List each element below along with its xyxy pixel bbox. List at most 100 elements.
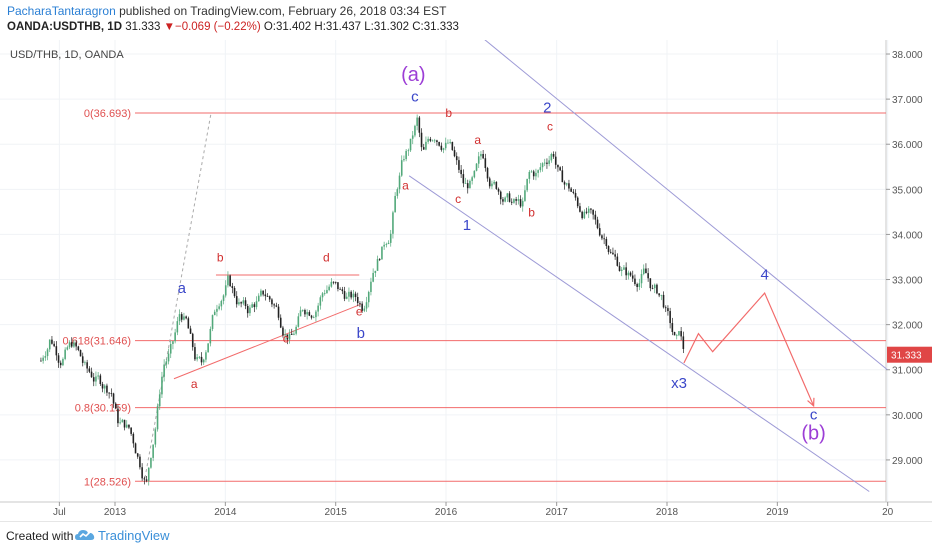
candle-body	[174, 332, 176, 342]
candle-body	[238, 302, 240, 305]
candle-body	[51, 339, 53, 344]
candle-body	[66, 347, 69, 350]
x-tick-label: 2015	[325, 507, 348, 518]
candle-body	[660, 294, 663, 296]
candle-body	[321, 293, 324, 298]
candle-body	[598, 228, 601, 236]
candle-body	[682, 336, 685, 349]
candle-body	[150, 457, 152, 468]
candle-body	[557, 164, 559, 168]
candle-body	[169, 343, 172, 354]
candle-body	[81, 356, 84, 363]
candle-body	[196, 357, 198, 360]
y-tick-label: 30.000	[892, 411, 923, 422]
candle-body	[119, 422, 121, 424]
projection-path[interactable]	[683, 291, 815, 407]
candle-body	[521, 200, 524, 207]
candle-body	[75, 342, 77, 347]
projection[interactable]	[683, 291, 815, 408]
candle-body	[614, 254, 616, 257]
candle-body	[416, 117, 418, 126]
candle-body	[508, 193, 511, 202]
candle-body	[255, 301, 258, 308]
fib-levels[interactable]: 0(36.693) 0.618(31.646) 0.8(30.159) 1(28.52…	[63, 108, 887, 488]
candle-body	[471, 177, 473, 181]
candle-body	[319, 297, 322, 306]
price-chart[interactable]: Jul 2013 2014 2015 2016 2017 2018 2019 20 29.000…	[0, 40, 932, 521]
wave-label: d	[323, 250, 330, 264]
candle-body	[187, 318, 190, 329]
candle-body	[97, 375, 99, 377]
footer: Created with TradingView	[0, 521, 932, 551]
candle-body	[634, 278, 636, 285]
low-value: L:31.302	[364, 21, 410, 33]
candle-body	[407, 150, 410, 152]
candle-body	[108, 392, 110, 394]
lower-channel-line[interactable]	[408, 175, 870, 492]
y-tick-label: 36.000	[892, 140, 923, 151]
candle-body	[222, 295, 225, 301]
projection-arrowhead	[807, 397, 815, 408]
candle-body	[99, 375, 102, 385]
candle-body	[68, 342, 71, 348]
candle-body	[579, 206, 581, 212]
candle-body	[132, 433, 135, 444]
triangle-bottom-line[interactable]	[173, 303, 361, 380]
fib-extension-line[interactable]	[144, 112, 212, 479]
candle-body	[587, 208, 590, 213]
wave-label: a	[191, 377, 198, 391]
x-tick-label: 2014	[214, 507, 237, 518]
wave-label: b	[357, 325, 365, 342]
candle-body	[603, 238, 605, 240]
candle-body	[84, 362, 86, 364]
upper-channel-line[interactable]	[447, 40, 888, 371]
candle-body	[202, 359, 205, 363]
candle-body	[462, 174, 465, 184]
candle-body	[275, 305, 278, 307]
candle-body	[568, 183, 570, 189]
tradingview-logo-icon[interactable]	[74, 527, 96, 543]
candle-body	[504, 197, 506, 202]
candle-body	[451, 141, 454, 151]
candle-body	[284, 334, 286, 336]
y-tick-label: 38.000	[892, 50, 923, 61]
y-axis: 29.000 30.000 31.000 32.000 33.000 34.000 35.0…	[885, 40, 923, 502]
author-link[interactable]: PacharaTantaragron	[7, 4, 116, 18]
trendlines[interactable]	[144, 40, 888, 492]
candle-body	[649, 278, 652, 289]
candle-body	[304, 310, 306, 315]
wave-label: a	[402, 178, 409, 192]
candle-body	[576, 197, 579, 207]
candle-body	[334, 281, 337, 283]
candle-body	[200, 356, 203, 363]
candle-body	[40, 360, 42, 362]
candle-body	[290, 333, 293, 335]
wave-label: c	[810, 406, 818, 423]
candle-body	[348, 291, 350, 297]
candle-body	[669, 311, 671, 324]
candle-body	[90, 371, 93, 378]
candle-body	[295, 326, 297, 334]
candle-body	[205, 352, 207, 360]
symbol-label[interactable]: OANDA:USDTHB, 1D	[7, 21, 122, 33]
candle-body	[561, 170, 564, 183]
wave-label: 2	[543, 100, 551, 117]
high-value: H:31.437	[314, 21, 362, 33]
candle-body	[337, 282, 339, 289]
candle-body	[585, 211, 588, 213]
candle-body	[409, 138, 412, 151]
tradingview-brand[interactable]: TradingView	[98, 528, 170, 543]
open-value: O:31.402	[263, 21, 312, 33]
candle-body	[229, 275, 231, 287]
candle-body	[381, 246, 383, 260]
candle-body	[427, 138, 429, 142]
candle-body	[189, 328, 192, 334]
close-value: C:31.333	[412, 21, 459, 33]
candle-body	[213, 311, 216, 316]
candle-body	[535, 172, 537, 177]
wave-label: x3	[671, 375, 687, 392]
candle-body	[372, 272, 374, 282]
candle-body	[495, 181, 498, 189]
last-price: 31.333	[125, 21, 161, 33]
candle-body	[330, 281, 333, 287]
